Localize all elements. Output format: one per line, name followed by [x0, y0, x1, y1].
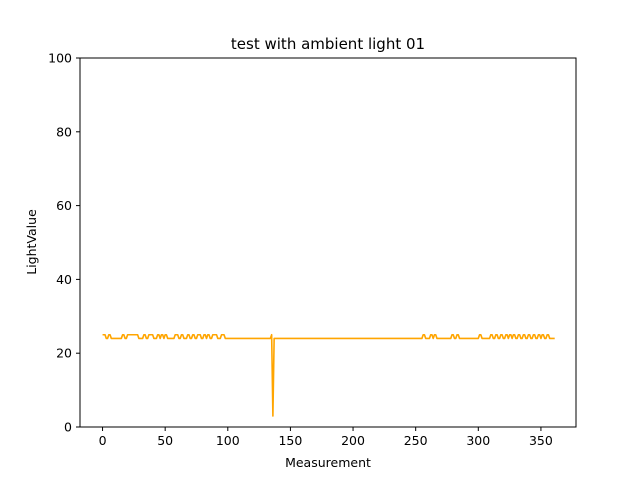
y-tick-label: 0: [64, 420, 72, 435]
x-tick-label: 300: [466, 433, 490, 448]
x-tick-label: 250: [404, 433, 428, 448]
y-tick-label: 100: [48, 51, 72, 66]
y-tick-label: 80: [56, 124, 72, 139]
y-tick-label: 20: [56, 346, 72, 361]
x-axis-label: Measurement: [285, 455, 371, 470]
x-tick-label: 350: [529, 433, 553, 448]
axes-frame: [79, 57, 577, 428]
y-tick-label: 60: [56, 198, 72, 213]
plot-area: [102, 333, 555, 417]
x-tick-label: 200: [341, 433, 365, 448]
x-tick-label: 0: [99, 433, 107, 448]
chart-title: test with ambient light 01: [231, 35, 425, 53]
x-tick-label: 50: [157, 433, 173, 448]
y-axis: 0 20 40 60 80 100: [48, 51, 80, 435]
x-tick-label: 100: [216, 433, 240, 448]
y-tick-label: 40: [56, 272, 72, 287]
y-axis-label: LightValue: [24, 209, 39, 275]
series-line-0: [102, 333, 555, 417]
x-axis: 0 50 100 150 200 250 300 350: [99, 427, 553, 448]
x-tick-label: 150: [278, 433, 302, 448]
